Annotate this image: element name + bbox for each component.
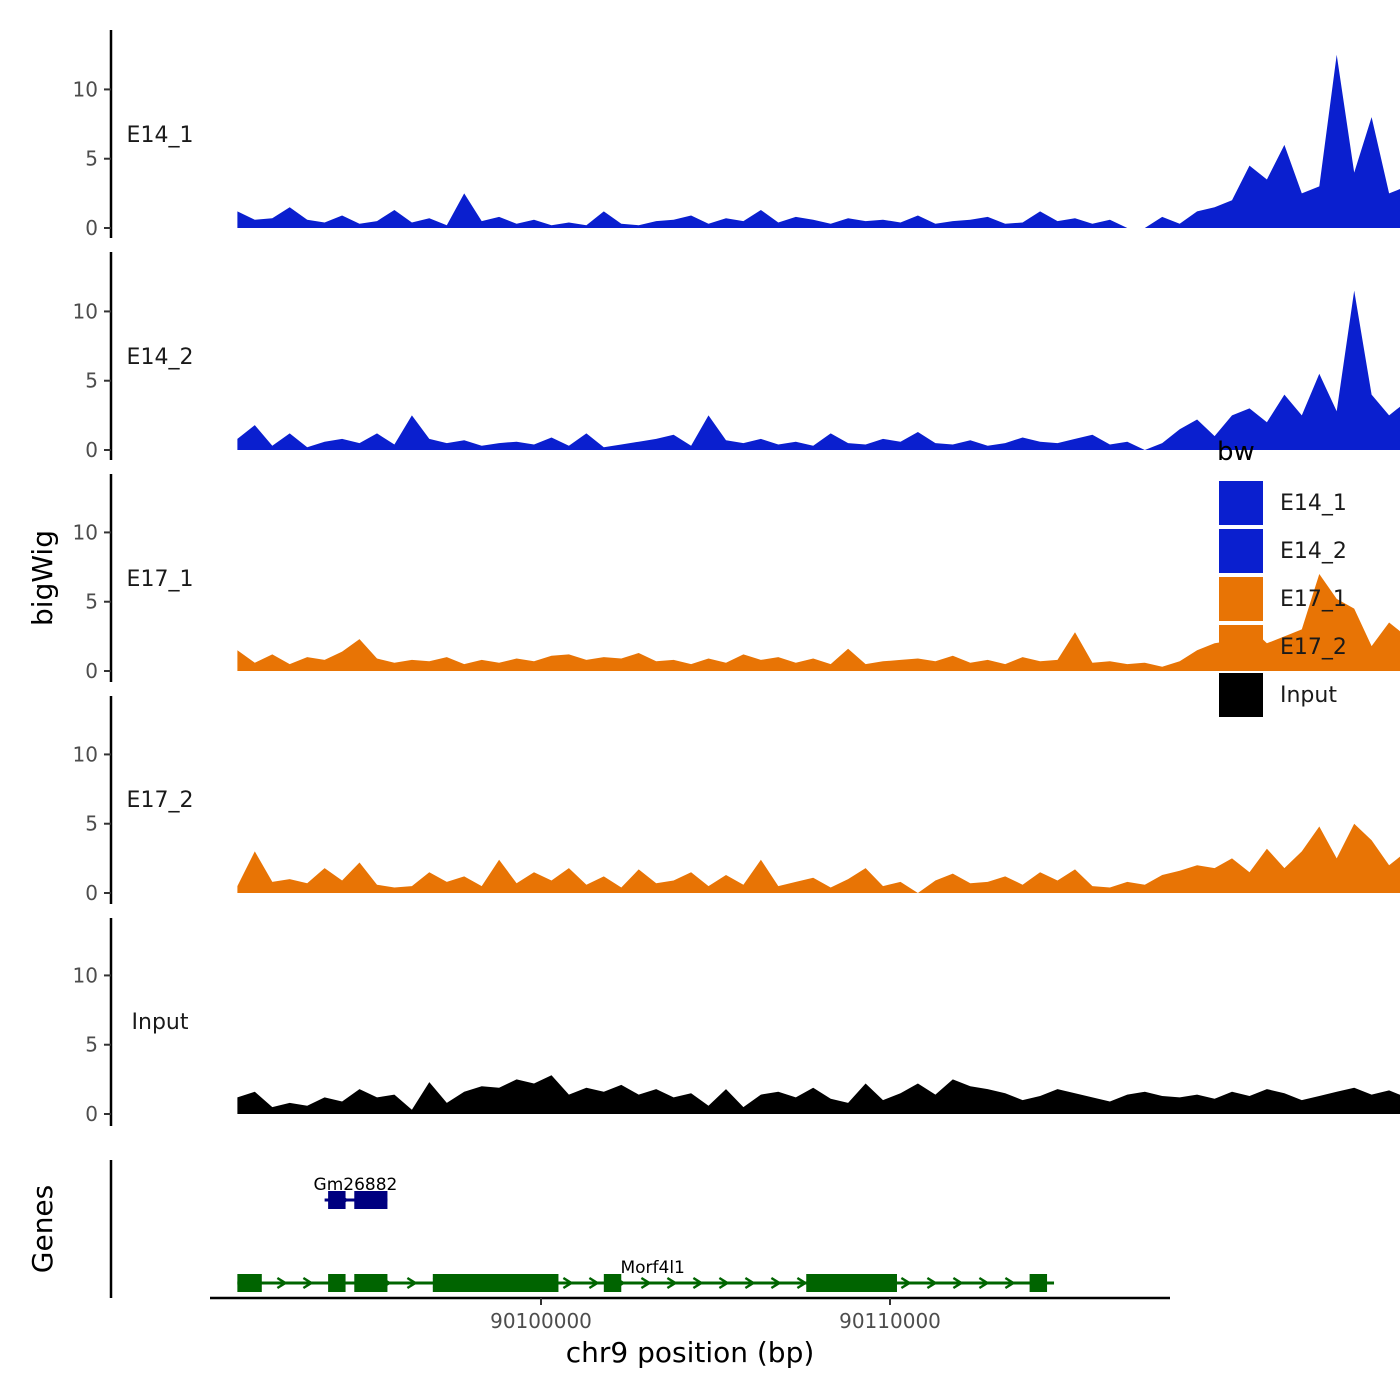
signal-area-e14-2 [237,290,1400,450]
strand-arrow [562,1276,574,1290]
legend-label: E14_1 [1280,491,1347,516]
gene-label: Gm26882 [314,1175,398,1195]
legend-swatch [1219,673,1263,717]
track-label: Input [132,1010,189,1035]
strand-arrow [718,1276,730,1290]
y-tick-label: 0 [85,659,98,683]
gene-gm26882: Gm26882 [314,1175,398,1209]
legend-label: E17_2 [1280,635,1347,660]
y-tick-label: 10 [73,742,98,766]
gene-label: Morf4l1 [620,1258,684,1278]
strand-arrow [744,1276,756,1290]
y-tick-label: 0 [85,438,98,462]
legend-entry-e14-1: E14_1 [1219,481,1347,525]
legend-entry-e17-1: E17_1 [1219,577,1347,621]
strand-arrow [770,1276,782,1290]
y-tick-label: 5 [85,1033,98,1057]
x-axis: 90100000 90110000 chr9 position (bp) [210,1296,1170,1369]
legend-title: bw [1217,437,1255,467]
gene-exon [354,1191,388,1209]
y-ticks: 0 5 10 [73,299,111,462]
track-label: E14_1 [127,123,194,148]
gene-exon [432,1274,559,1292]
legend-swatch [1219,481,1263,525]
y-axis-title: bigWig [26,530,59,626]
y-tick-label: 10 [73,520,98,544]
x-tick: 90100000 [490,1298,592,1333]
strand-arrow [276,1276,288,1290]
strand-arrow [1004,1276,1016,1290]
strand-arrow [666,1276,678,1290]
strand-arrow [796,1276,808,1290]
track-label: E17_2 [127,788,194,813]
signal-area-e17-1 [237,574,1400,671]
y-tick-label: 0 [85,1102,98,1126]
strand-arrow [588,1276,600,1290]
x-axis-title: chr9 position (bp) [566,1336,815,1369]
y-ticks: 0 5 10 [73,77,111,240]
gene-exon [237,1274,262,1292]
x-tick-label: 90100000 [490,1309,592,1333]
y-tick-label: 10 [73,299,98,323]
strand-arrow [692,1276,704,1290]
x-tick-label: 90110000 [839,1309,941,1333]
gene-morf4l1: Morf4l1 [237,1258,1055,1292]
strand-arrow [978,1276,990,1290]
legend: bw E14_1 E14_2 E17_1 E17_2 Input [1217,437,1347,717]
gene-exon [354,1274,388,1292]
gene-exon [328,1191,346,1209]
track-panel-e17-2: E17_2 0 5 10 [73,696,1400,905]
y-tick-label: 5 [85,812,98,836]
track-label: E17_1 [127,567,194,592]
strand-arrow [406,1276,418,1290]
y-tick-label: 10 [73,77,98,101]
gene-exon [328,1274,346,1292]
legend-swatch [1219,577,1263,621]
track-label: E14_2 [127,345,194,370]
gene-exon [603,1274,622,1292]
legend-label: E14_2 [1280,539,1347,564]
track-panel-e17-1: E17_1 0 5 10 [73,474,1400,683]
legend-label: E17_1 [1280,587,1347,612]
legend-entry-input: Input [1219,673,1337,717]
y-tick-label: 0 [85,216,98,240]
legend-swatch [1219,625,1263,669]
y-ticks: 0 5 10 [73,520,111,683]
strand-arrow [952,1276,964,1290]
y-tick-label: 5 [85,590,98,614]
legend-entry-e17-2: E17_2 [1219,625,1347,669]
genes-panel: Genes Gm26882 Morf4l1 [26,1160,1055,1298]
x-tick: 90110000 [839,1298,941,1333]
legend-entry-e14-2: E14_2 [1219,529,1347,573]
track-panel-e14-2: E14_2 0 5 10 [73,252,1400,462]
track-panel-e14-1: E14_1 0 5 10 [73,30,1400,240]
track-panel-input: Input 0 5 10 [73,918,1400,1126]
gene-exon [806,1274,897,1292]
y-ticks: 0 5 10 [73,742,111,905]
legend-swatch [1219,529,1263,573]
y-tick-label: 5 [85,147,98,171]
y-ticks: 0 5 10 [73,963,111,1126]
y-tick-label: 10 [73,963,98,987]
genes-axis-title: Genes [26,1185,59,1273]
strand-arrow [926,1276,938,1290]
signal-area-input [237,1075,1400,1114]
legend-label: Input [1280,683,1337,708]
y-tick-label: 5 [85,369,98,393]
y-tick-label: 0 [85,881,98,905]
strand-arrow [900,1276,912,1290]
strand-arrow [640,1276,652,1290]
signal-area-e17-2 [237,823,1400,893]
strand-arrow [302,1276,314,1290]
gene-exon [1029,1274,1048,1292]
signal-area-e14-1 [237,54,1400,228]
